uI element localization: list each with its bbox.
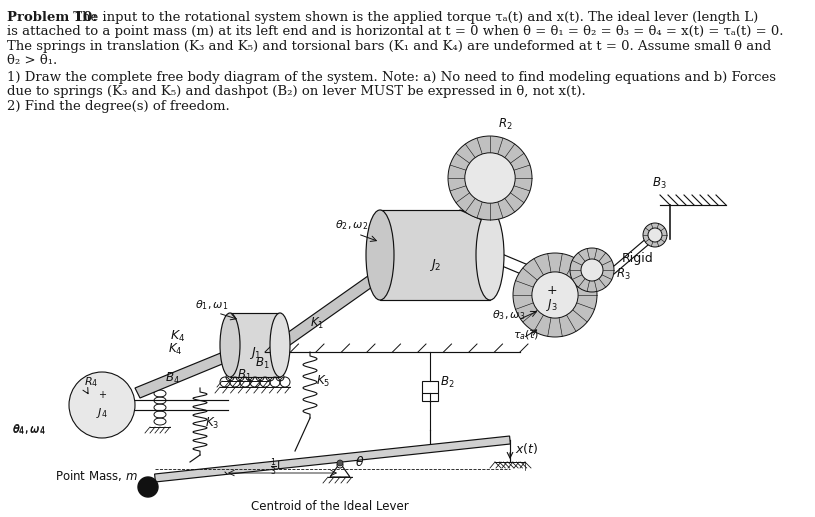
Circle shape: [69, 372, 135, 438]
Ellipse shape: [220, 313, 240, 377]
Polygon shape: [135, 350, 232, 398]
Ellipse shape: [366, 210, 394, 300]
Text: θ₂ > θ₁.: θ₂ > θ₁.: [7, 54, 57, 68]
Text: $K_3$: $K_3$: [205, 416, 219, 431]
Text: 1) Draw the complete free body diagram of the system. Note: a) No need to find m: 1) Draw the complete free body diagram o…: [7, 71, 776, 84]
Text: $B_3$: $B_3$: [652, 176, 667, 191]
Text: due to springs (K₃ and K₅) and dashpot (B₂) on lever MUST be expressed in θ, not: due to springs (K₃ and K₅) and dashpot (…: [7, 85, 586, 99]
Text: $\theta_3, \omega_3$: $\theta_3, \omega_3$: [492, 308, 526, 322]
Text: $K_4$: $K_4$: [170, 329, 185, 344]
Circle shape: [648, 228, 662, 242]
Text: $\theta_4, \omega_4$: $\theta_4, \omega_4$: [12, 423, 46, 437]
Polygon shape: [280, 271, 375, 352]
Text: $\theta_2, \omega_2$: $\theta_2, \omega_2$: [335, 218, 368, 232]
Polygon shape: [380, 210, 490, 300]
Circle shape: [465, 153, 515, 203]
Text: $J_1$: $J_1$: [249, 345, 262, 361]
Circle shape: [337, 460, 343, 466]
Circle shape: [337, 462, 343, 468]
Text: $R_2$: $R_2$: [498, 117, 513, 132]
Text: Rigid: Rigid: [622, 252, 654, 265]
Text: $x(t)$: $x(t)$: [515, 441, 539, 456]
Text: +: +: [98, 390, 106, 400]
Text: $B_2$: $B_2$: [440, 375, 455, 390]
Circle shape: [643, 223, 667, 247]
Circle shape: [513, 253, 597, 337]
Text: $B_1$: $B_1$: [237, 368, 252, 383]
Circle shape: [532, 272, 578, 318]
Text: $B_1$: $B_1$: [255, 356, 270, 371]
Text: is attached to a point mass (m) at its left end and is horizontal at t = 0 when : is attached to a point mass (m) at its l…: [7, 25, 783, 38]
Text: $\frac{1}{3}$L: $\frac{1}{3}$L: [270, 456, 284, 478]
Text: +: +: [547, 283, 557, 297]
Text: $J_4$: $J_4$: [96, 406, 108, 420]
Polygon shape: [155, 436, 510, 482]
Circle shape: [581, 259, 603, 281]
Text: Point Mass, $m$: Point Mass, $m$: [55, 468, 138, 483]
Text: $R_3$: $R_3$: [616, 267, 631, 282]
Text: $\tau_a(t)$: $\tau_a(t)$: [513, 328, 539, 342]
Text: Problem 10:: Problem 10:: [7, 11, 97, 24]
Text: 2) Find the degree(s) of freedom.: 2) Find the degree(s) of freedom.: [7, 100, 230, 113]
Ellipse shape: [476, 210, 504, 300]
Ellipse shape: [270, 313, 290, 377]
Circle shape: [570, 248, 614, 292]
Text: $\theta_4, \omega_4$: $\theta_4, \omega_4$: [12, 422, 46, 436]
Text: The springs in translation (K₃ and K₅) and torsional bars (K₁ and K₄) are undefo: The springs in translation (K₃ and K₅) a…: [7, 40, 771, 53]
Text: $B_4$: $B_4$: [165, 371, 180, 386]
Text: $\theta$: $\theta$: [355, 455, 364, 469]
Text: Centroid of the Ideal Lever: Centroid of the Ideal Lever: [251, 500, 409, 513]
Text: $\theta_1, \omega_1$: $\theta_1, \omega_1$: [195, 298, 228, 312]
Polygon shape: [230, 313, 280, 377]
Circle shape: [448, 136, 532, 220]
Text: $K_4$: $K_4$: [168, 342, 183, 357]
Text: $K_1$: $K_1$: [310, 316, 324, 331]
Text: $K_5$: $K_5$: [316, 374, 330, 389]
Text: $J_3$: $J_3$: [546, 297, 558, 313]
Text: $J_2$: $J_2$: [429, 257, 441, 273]
Text: The input to the rotational system shown is the applied torque τₐ(t) and x(t). T: The input to the rotational system shown…: [69, 11, 758, 24]
Bar: [422, 381, 438, 401]
Circle shape: [138, 477, 158, 497]
Text: $R_4$: $R_4$: [84, 375, 99, 389]
